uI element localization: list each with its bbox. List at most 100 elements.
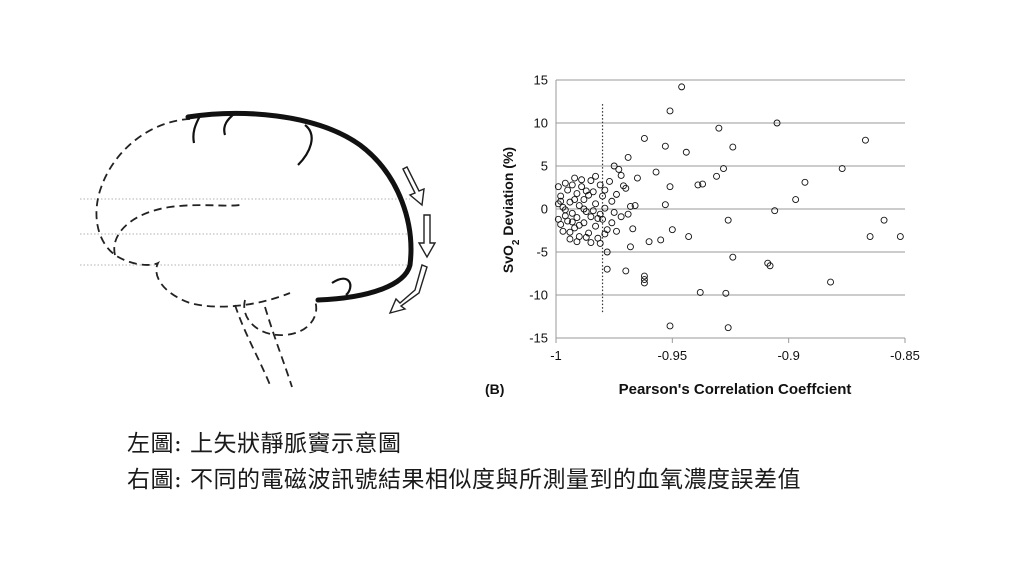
data-point bbox=[866, 233, 874, 240]
data-point bbox=[599, 192, 606, 200]
data-point bbox=[724, 324, 732, 332]
data-point bbox=[613, 227, 620, 235]
cortical-vein bbox=[192, 115, 201, 144]
brain-sagittal-sinus-illustration bbox=[80, 110, 437, 388]
data-point bbox=[566, 228, 574, 236]
data-point bbox=[617, 213, 625, 221]
brainstem-outline bbox=[234, 304, 293, 388]
y-tick-label: 0 bbox=[541, 202, 548, 217]
data-point bbox=[729, 253, 737, 261]
data-point bbox=[640, 135, 648, 142]
data-point bbox=[861, 136, 869, 144]
scatter-chart: 15 10 5 0 -5 -10 -15-1 -0.95 -0.9 -0.85 (B) Pears… bbox=[485, 73, 920, 399]
data-point bbox=[615, 165, 623, 173]
data-point bbox=[715, 124, 723, 132]
data-point bbox=[571, 196, 579, 203]
x-tick-label: -1 bbox=[550, 348, 562, 363]
data-point bbox=[610, 208, 618, 216]
brain-outline bbox=[95, 118, 291, 308]
caption-left: 左圖: 上矢狀靜脈竇示意圖 bbox=[127, 431, 402, 457]
data-point bbox=[603, 265, 611, 273]
data-point bbox=[640, 276, 648, 283]
data-point bbox=[580, 205, 588, 213]
data-point bbox=[724, 216, 732, 224]
data-point bbox=[568, 218, 576, 226]
y-axis-title: SvO2 Deviation (%) bbox=[500, 147, 522, 273]
data-point bbox=[566, 235, 574, 243]
data-point bbox=[575, 202, 583, 210]
data-point bbox=[666, 107, 674, 115]
tick-layer: 15 10 5 0 -5 -10 -15-1 -0.95 -0.9 -0.85 bbox=[529, 73, 920, 364]
data-point bbox=[564, 186, 572, 194]
data-point bbox=[627, 202, 634, 210]
data-point bbox=[568, 209, 576, 217]
x-axis-title: Pearson's Correlation Coeffcient bbox=[619, 381, 852, 398]
data-point bbox=[694, 181, 702, 189]
data-point bbox=[652, 168, 660, 176]
x-tick-label: -0.95 bbox=[658, 348, 688, 363]
y-axis-title-subscript: 2 bbox=[511, 239, 522, 245]
data-point bbox=[682, 148, 690, 156]
y-tick-label: 5 bbox=[541, 159, 548, 174]
data-point bbox=[608, 219, 616, 227]
data-point bbox=[880, 216, 888, 224]
cortical-vein bbox=[331, 277, 352, 296]
data-point bbox=[578, 183, 586, 191]
flow-arrow-icon bbox=[417, 214, 437, 259]
panel-label: (B) bbox=[485, 381, 504, 397]
y-tick-label: -5 bbox=[536, 245, 548, 260]
data-point bbox=[773, 119, 781, 127]
superior-sagittal-sinus bbox=[185, 110, 414, 303]
x-tick-label: -0.85 bbox=[890, 348, 920, 363]
data-point bbox=[561, 206, 569, 214]
data-point bbox=[696, 288, 704, 296]
data-point bbox=[629, 225, 637, 233]
data-point bbox=[573, 214, 581, 222]
data-point bbox=[622, 267, 630, 275]
data-point bbox=[661, 142, 669, 150]
data-point bbox=[666, 183, 674, 191]
data-point bbox=[608, 197, 616, 205]
data-point bbox=[657, 236, 665, 244]
data-point bbox=[594, 234, 602, 242]
data-point bbox=[592, 222, 600, 230]
data-point bbox=[596, 210, 604, 218]
data-point bbox=[713, 172, 720, 180]
cortical-vein bbox=[223, 112, 236, 136]
cerebellum-outline bbox=[243, 299, 318, 336]
data-point bbox=[620, 182, 627, 190]
data-point bbox=[766, 262, 774, 270]
data-point bbox=[564, 217, 572, 225]
data-point bbox=[838, 165, 846, 173]
data-point bbox=[633, 174, 641, 182]
data-point bbox=[627, 243, 634, 251]
x-tick-label: -0.9 bbox=[777, 348, 799, 363]
data-point bbox=[827, 278, 834, 286]
data-point bbox=[592, 200, 600, 208]
data-point bbox=[678, 83, 686, 91]
data-point bbox=[645, 238, 653, 246]
flow-arrow-icon bbox=[388, 264, 428, 315]
data-point bbox=[596, 181, 604, 189]
data-point bbox=[580, 196, 588, 203]
data-point bbox=[571, 174, 579, 182]
point-layer bbox=[554, 83, 904, 332]
y-tick-label: 15 bbox=[534, 73, 548, 88]
data-point bbox=[603, 226, 611, 234]
data-point bbox=[559, 227, 567, 235]
data-point bbox=[575, 221, 583, 229]
data-point bbox=[601, 204, 609, 212]
data-point bbox=[801, 178, 809, 186]
data-point bbox=[771, 207, 779, 215]
data-point bbox=[568, 181, 576, 189]
data-point bbox=[592, 172, 600, 180]
data-point bbox=[578, 176, 586, 184]
y-axis-title-rest: Deviation (%) bbox=[500, 147, 516, 240]
data-point bbox=[557, 197, 565, 205]
data-point bbox=[624, 153, 632, 161]
data-point bbox=[617, 172, 625, 179]
flow-arrow-icon bbox=[402, 166, 425, 207]
data-point bbox=[613, 190, 620, 198]
data-point bbox=[640, 279, 648, 287]
data-point bbox=[661, 201, 669, 209]
